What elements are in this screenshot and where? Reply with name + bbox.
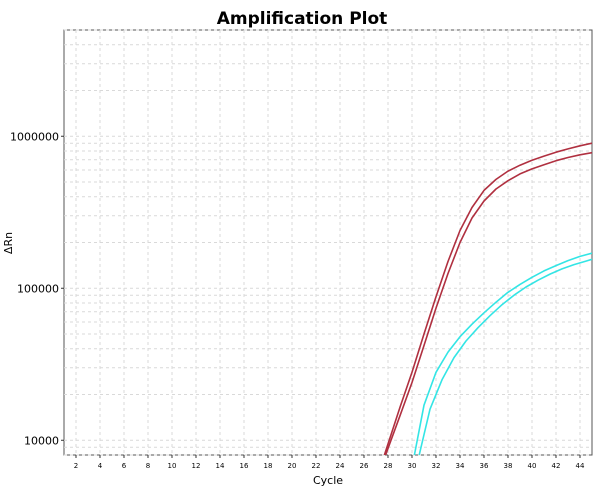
x-tick-label: 28	[384, 462, 393, 470]
x-axis-ticks: 2 4 6 8 10 12 14 16 18 20 22 24 26 28 30 32 34 36 38 40 42 44	[74, 455, 585, 470]
x-tick-label: 8	[146, 462, 150, 470]
x-tick-label: 2	[74, 462, 78, 470]
x-tick-label: 4	[98, 462, 103, 470]
x-tick-label: 24	[336, 462, 345, 470]
series-line-4	[418, 258, 592, 455]
x-tick-label: 34	[456, 462, 465, 470]
y-tick-label: 1000000	[10, 130, 59, 143]
x-tick-label: 26	[360, 462, 369, 470]
x-tick-label: 16	[240, 462, 249, 470]
series-layer	[383, 142, 592, 455]
series-line-3	[413, 252, 592, 455]
x-tick-label: 20	[288, 462, 297, 470]
x-tick-label: 14	[216, 462, 225, 470]
y-axis-ticks: 10000 100000 1000000	[10, 130, 64, 447]
x-tick-label: 44	[576, 462, 585, 470]
y-axis-label: ΔRn	[2, 232, 15, 254]
chart-title: Amplification Plot	[217, 9, 388, 29]
y-tick-label: 100000	[17, 282, 59, 295]
y-tick-label: 10000	[24, 434, 59, 447]
x-tick-label: 6	[122, 462, 127, 470]
x-tick-label: 10	[168, 462, 177, 470]
x-tick-label: 22	[312, 462, 321, 470]
x-tick-label: 42	[552, 462, 561, 470]
x-tick-label: 38	[504, 462, 513, 470]
x-tick-label: 40	[528, 462, 537, 470]
x-axis-label: Cycle	[313, 474, 343, 487]
x-tick-label: 12	[192, 462, 201, 470]
x-tick-label: 18	[264, 462, 273, 470]
x-tick-label: 32	[432, 462, 441, 470]
series-line-1	[383, 142, 592, 455]
x-tick-label: 36	[480, 462, 489, 470]
series-line-2	[384, 151, 592, 455]
x-tick-label: 30	[408, 462, 417, 470]
grid	[64, 29, 592, 456]
